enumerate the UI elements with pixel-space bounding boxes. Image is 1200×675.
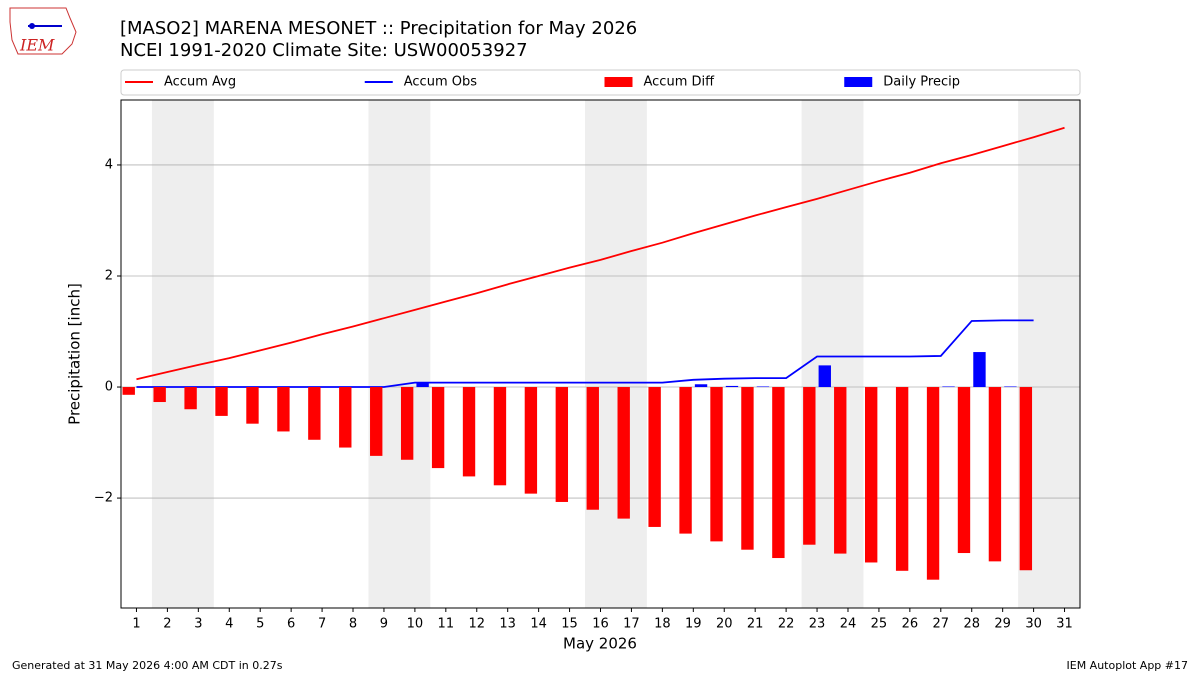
bar — [462, 387, 476, 477]
x-tick-label: 4 — [225, 617, 233, 632]
bar — [184, 387, 197, 410]
x-axis-label: May 2026 — [563, 635, 637, 653]
x-tick-label: 3 — [194, 617, 202, 632]
logo-outline — [9, 7, 77, 55]
y-axis-label: Precipitation [inch] — [66, 283, 84, 425]
y-tick-label: 4 — [105, 157, 113, 172]
bar — [493, 387, 507, 486]
bar — [277, 387, 290, 432]
bar — [524, 387, 538, 494]
y-tick-label: 0 — [105, 380, 113, 395]
legend-box — [120, 69, 1081, 96]
x-tick-label: 21 — [747, 617, 764, 632]
legend-label: Accum Diff — [644, 75, 716, 90]
bar — [586, 387, 599, 510]
x-tick-label: 23 — [809, 617, 826, 632]
x-tick-label: 13 — [499, 617, 516, 632]
bar — [694, 384, 708, 388]
bar — [339, 387, 352, 448]
legend-swatch — [844, 77, 873, 87]
bar — [864, 387, 878, 563]
x-tick-label: 8 — [349, 617, 357, 632]
x-tick-label: 18 — [654, 617, 671, 632]
x-tick-label: 26 — [902, 617, 919, 632]
x-tick-label: 22 — [778, 617, 795, 632]
bar — [973, 352, 986, 388]
x-tick-label: 15 — [561, 617, 578, 632]
bar — [153, 387, 166, 403]
x-tick-label: 28 — [963, 617, 980, 632]
legend-swatch — [604, 77, 633, 87]
bar — [710, 387, 723, 542]
chart-subtitle: NCEI 1991-2020 Climate Site: USW00053927 — [120, 40, 528, 61]
bar — [741, 387, 754, 550]
shaded-span — [368, 100, 431, 608]
x-tick-label: 12 — [468, 617, 485, 632]
bar — [215, 387, 228, 416]
x-tick-label: 7 — [318, 617, 326, 632]
x-tick-label: 17 — [623, 617, 640, 632]
x-tick-label: 19 — [685, 617, 702, 632]
logo: IEM — [9, 7, 77, 55]
bar — [308, 387, 321, 440]
x-tick-label: 2 — [163, 617, 171, 632]
line — [136, 126, 1065, 381]
bar — [648, 387, 661, 527]
bar — [679, 387, 692, 534]
bar — [926, 387, 940, 580]
bar — [895, 387, 909, 571]
shaded-span — [585, 100, 647, 608]
legend-label: Daily Precip — [883, 75, 960, 90]
bar — [416, 382, 429, 388]
chart-title: [MASO2] MARENA MESONET :: Precipitation … — [120, 18, 637, 39]
logo-dot — [29, 23, 35, 29]
x-tick-label: 29 — [994, 617, 1011, 632]
bar — [122, 387, 135, 395]
y-tick-label: 2 — [105, 268, 113, 283]
x-tick-label: 16 — [592, 617, 609, 632]
legend-label: Accum Obs — [404, 75, 477, 90]
bar — [431, 387, 445, 469]
bar — [834, 387, 847, 554]
bar — [1004, 386, 1017, 388]
bar — [803, 387, 816, 545]
logo-text: IEM — [19, 36, 55, 55]
bar — [370, 387, 383, 456]
bar — [957, 387, 971, 554]
bar — [756, 386, 770, 388]
x-tick-label: 25 — [871, 617, 888, 632]
x-tick-label: 24 — [840, 617, 857, 632]
legend-label: Accum Avg — [164, 75, 236, 90]
footer-left: Generated at 31 May 2026 4:00 AM CDT in … — [12, 659, 283, 672]
x-tick-label: 14 — [530, 617, 547, 632]
line — [136, 319, 1034, 388]
footer-right: IEM Autoplot App #17 — [1067, 659, 1189, 672]
bar — [1019, 387, 1033, 571]
x-tick-label: 30 — [1025, 617, 1042, 632]
x-tick-label: 6 — [287, 617, 295, 632]
bar — [988, 387, 1002, 562]
y-tick-label: −2 — [94, 491, 113, 506]
x-tick-label: 11 — [438, 617, 455, 632]
x-tick-label: 9 — [380, 617, 388, 632]
bar — [400, 387, 414, 460]
bar — [772, 387, 785, 559]
x-tick-label: 1 — [132, 617, 140, 632]
bar — [725, 385, 739, 388]
x-tick-label: 31 — [1056, 617, 1073, 632]
bar — [617, 387, 630, 519]
bar — [818, 365, 831, 388]
plot-frame — [120, 99, 1081, 609]
bar — [555, 387, 569, 502]
bar — [942, 386, 955, 388]
bar — [246, 387, 259, 424]
x-tick-label: 27 — [933, 617, 950, 632]
x-tick-label: 20 — [716, 617, 733, 632]
x-tick-label: 10 — [407, 617, 424, 632]
x-tick-label: 5 — [256, 617, 264, 632]
shaded-span — [151, 100, 214, 608]
